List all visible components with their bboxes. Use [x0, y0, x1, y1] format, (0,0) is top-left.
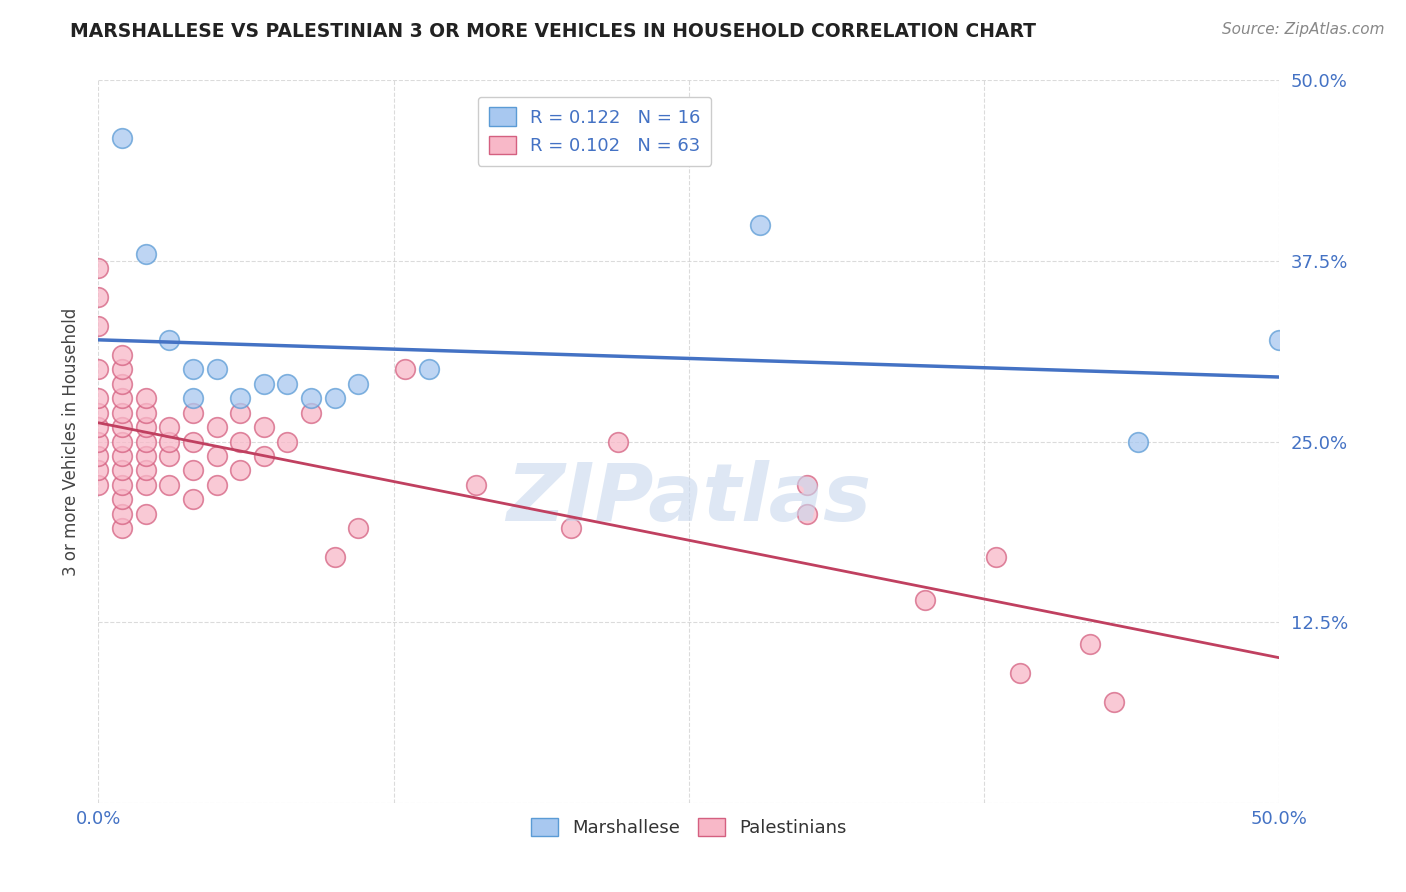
Point: [253, 376, 276, 391]
Point: [135, 246, 157, 260]
Point: [181, 463, 204, 477]
Point: [323, 550, 346, 565]
Point: [111, 449, 134, 463]
Point: [1102, 695, 1125, 709]
Text: Source: ZipAtlas.com: Source: ZipAtlas.com: [1222, 22, 1385, 37]
Text: MARSHALLESE VS PALESTINIAN 3 OR MORE VEHICLES IN HOUSEHOLD CORRELATION CHART: MARSHALLESE VS PALESTINIAN 3 OR MORE VEH…: [70, 22, 1036, 41]
Point: [1268, 334, 1291, 348]
Point: [157, 434, 180, 449]
Point: [181, 406, 204, 420]
Point: [87, 362, 110, 376]
Point: [111, 348, 134, 362]
Point: [229, 434, 252, 449]
Point: [229, 391, 252, 405]
Point: [914, 593, 936, 607]
Point: [181, 362, 204, 376]
Point: [181, 434, 204, 449]
Point: [205, 362, 228, 376]
Point: [87, 290, 110, 304]
Point: [87, 434, 110, 449]
Point: [87, 478, 110, 492]
Point: [157, 449, 180, 463]
Point: [135, 391, 157, 405]
Point: [111, 521, 134, 535]
Point: [87, 318, 110, 333]
Point: [135, 507, 157, 521]
Point: [181, 492, 204, 507]
Point: [276, 434, 298, 449]
Point: [205, 449, 228, 463]
Point: [111, 420, 134, 434]
Point: [135, 420, 157, 434]
Point: [465, 478, 488, 492]
Point: [111, 376, 134, 391]
Point: [229, 463, 252, 477]
Point: [87, 463, 110, 477]
Point: [111, 391, 134, 405]
Point: [111, 492, 134, 507]
Point: [253, 449, 276, 463]
Text: ZIPatlas: ZIPatlas: [506, 460, 872, 539]
Point: [111, 463, 134, 477]
Point: [607, 434, 630, 449]
Point: [205, 478, 228, 492]
Point: [347, 376, 370, 391]
Point: [111, 434, 134, 449]
Point: [111, 131, 134, 145]
Point: [181, 391, 204, 405]
Point: [157, 334, 180, 348]
Point: [157, 420, 180, 434]
Point: [253, 420, 276, 434]
Point: [135, 478, 157, 492]
Point: [1008, 665, 1031, 680]
Point: [1126, 434, 1149, 449]
Point: [796, 507, 818, 521]
Point: [87, 420, 110, 434]
Point: [135, 434, 157, 449]
Point: [229, 406, 252, 420]
Point: [111, 507, 134, 521]
Point: [748, 218, 770, 232]
Point: [1080, 637, 1102, 651]
Point: [135, 463, 157, 477]
Point: [87, 406, 110, 420]
Point: [87, 391, 110, 405]
Point: [984, 550, 1007, 565]
Point: [205, 420, 228, 434]
Point: [135, 406, 157, 420]
Point: [87, 449, 110, 463]
Point: [418, 362, 440, 376]
Point: [157, 478, 180, 492]
Point: [796, 478, 818, 492]
Point: [276, 376, 298, 391]
Point: [299, 391, 322, 405]
Y-axis label: 3 or more Vehicles in Household: 3 or more Vehicles in Household: [62, 308, 80, 575]
Point: [323, 391, 346, 405]
Point: [394, 362, 416, 376]
Point: [111, 362, 134, 376]
Point: [87, 261, 110, 276]
Legend: R = 0.122   N = 16, R = 0.102   N = 63: R = 0.122 N = 16, R = 0.102 N = 63: [478, 96, 711, 166]
Point: [135, 449, 157, 463]
Point: [560, 521, 582, 535]
Point: [347, 521, 370, 535]
Point: [111, 406, 134, 420]
Point: [111, 478, 134, 492]
Point: [299, 406, 322, 420]
